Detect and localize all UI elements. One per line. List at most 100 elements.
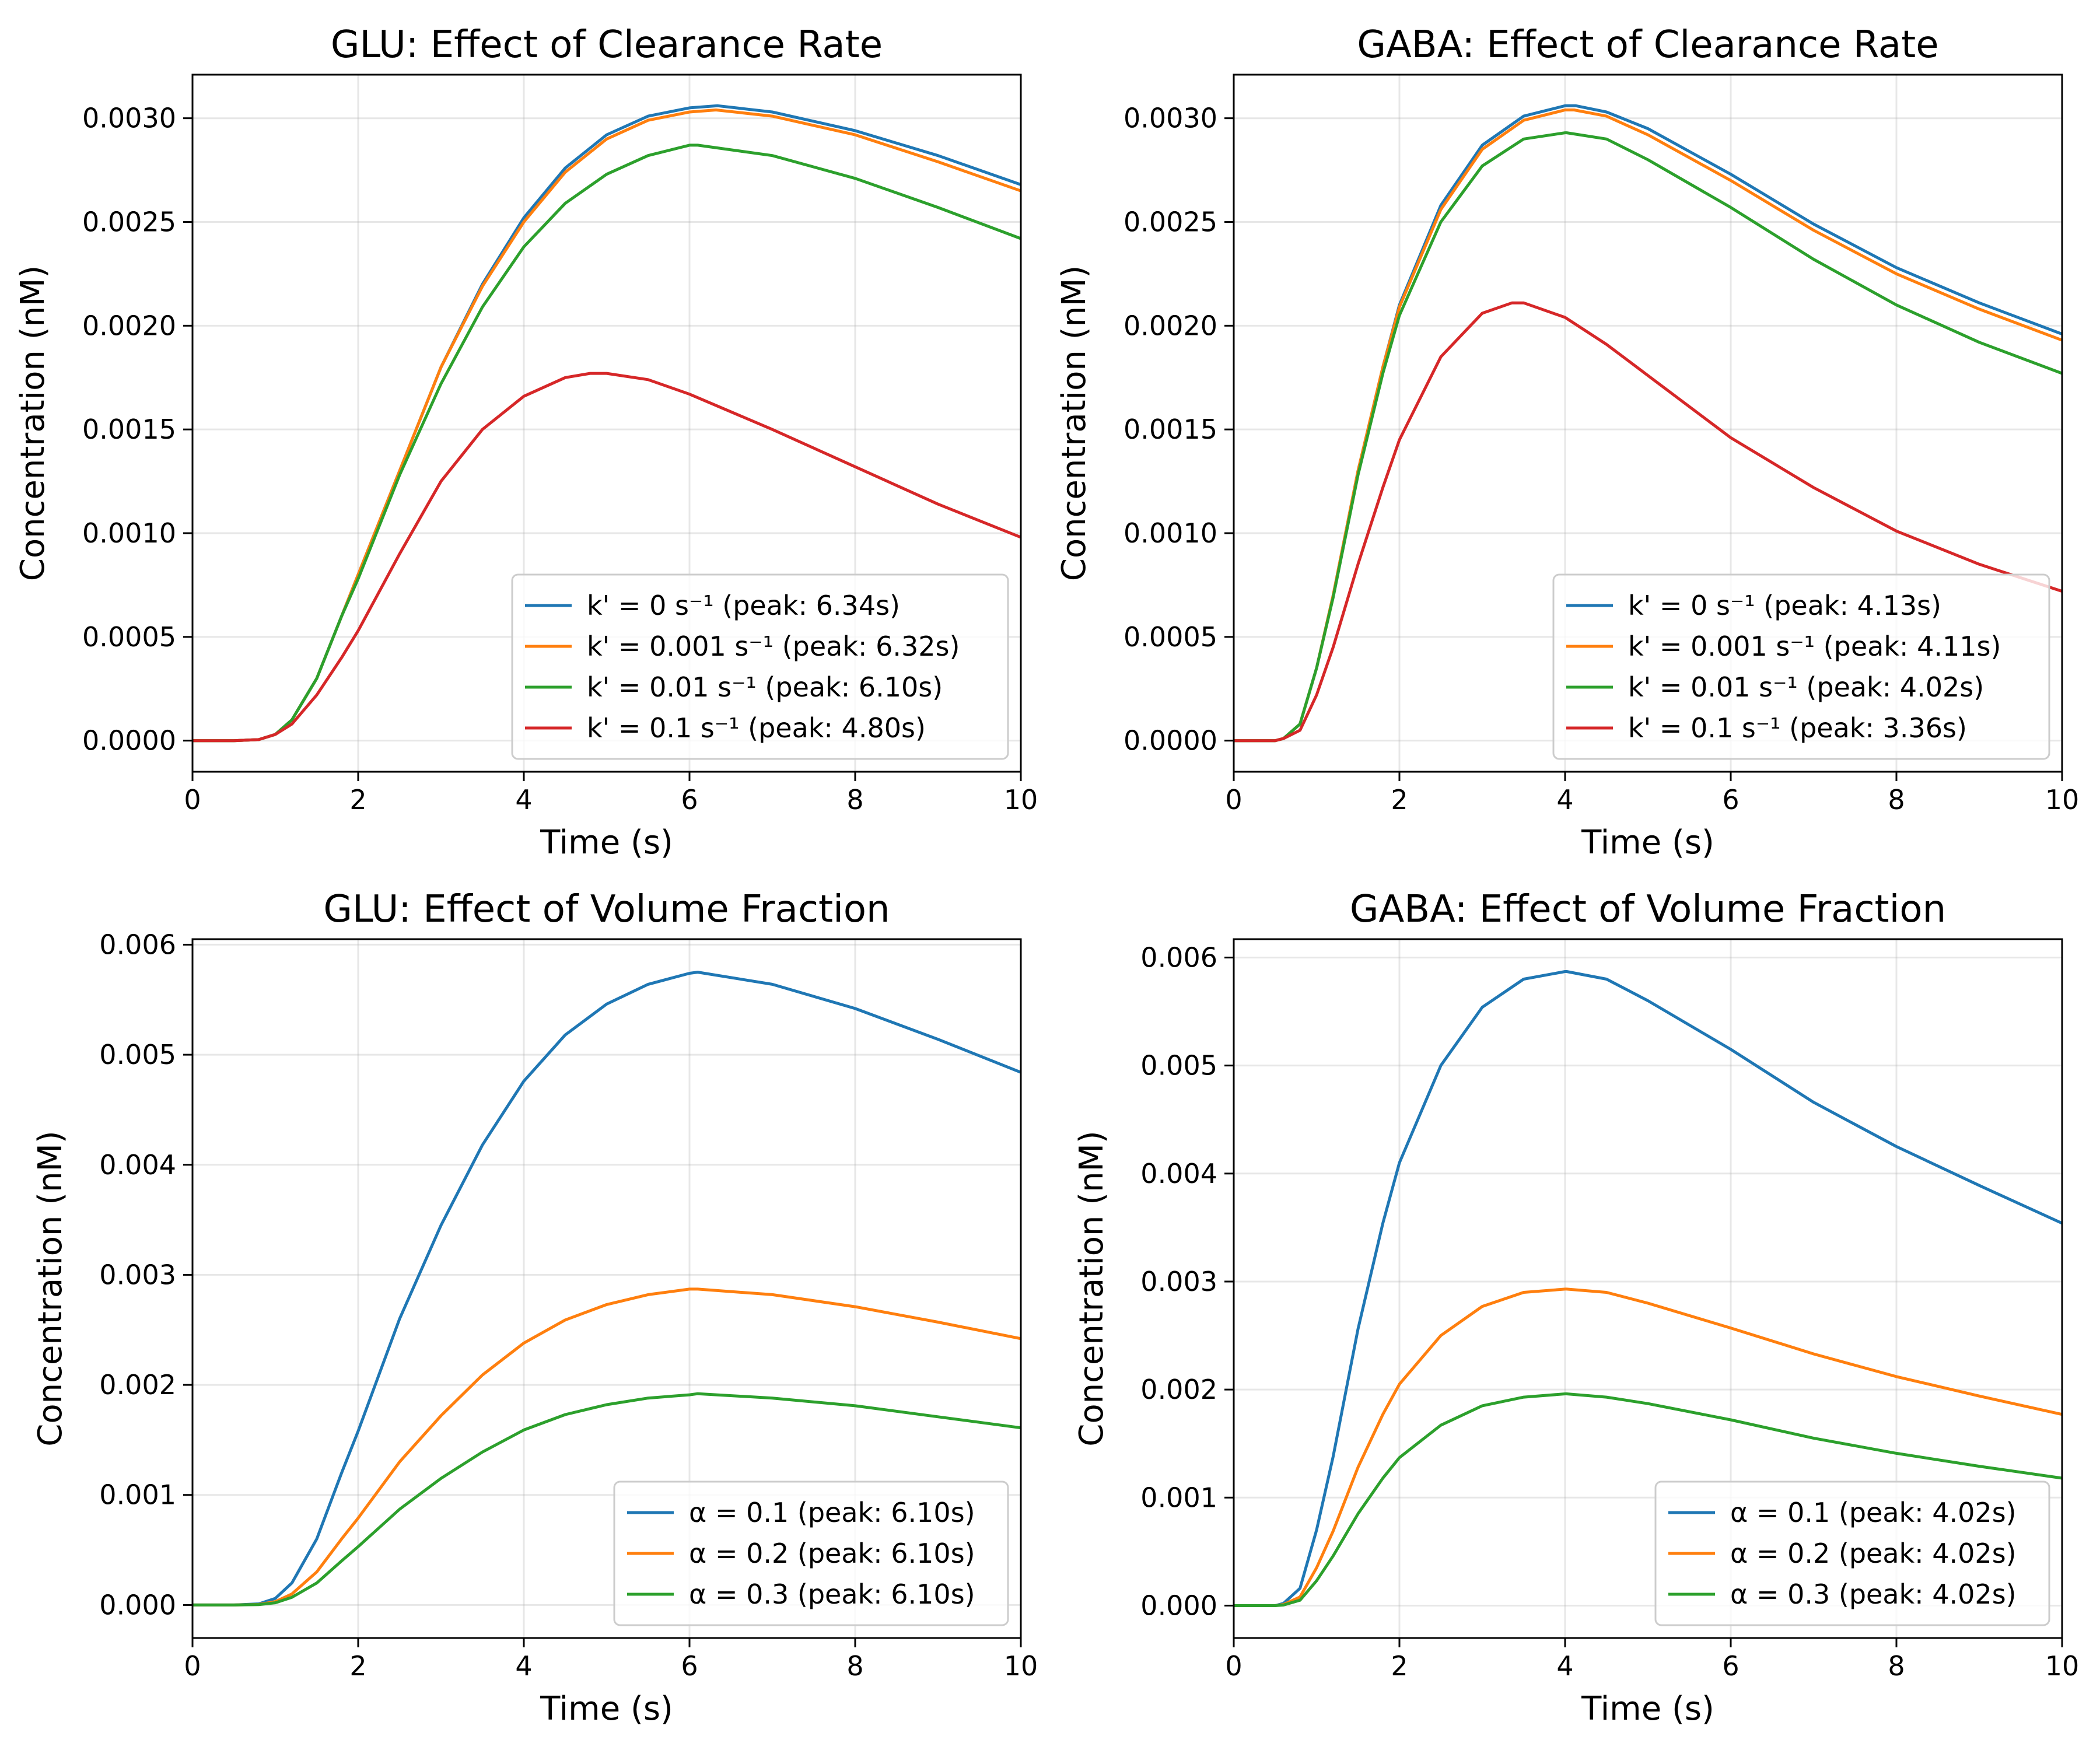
legend: α = 0.1 (peak: 6.10s) α = 0.2 (peak: 6.10… <box>613 1480 1009 1626</box>
x-tick-label: 10 <box>1004 1650 1038 1682</box>
legend-entry: α = 0.2 (peak: 4.02s) <box>1730 1538 2017 1569</box>
legend-entry: α = 0.3 (peak: 6.10s) <box>689 1578 975 1610</box>
x-tick-label: 2 <box>349 784 366 816</box>
x-tick-label: 6 <box>681 784 698 816</box>
x-tick-label: 10 <box>1004 784 1038 816</box>
y-tick-label: 0.0000 <box>82 725 176 757</box>
series-line-2 <box>1234 131 2063 743</box>
y-tick-label: 0.0010 <box>1124 517 1217 549</box>
x-tick-label: 4 <box>1556 1650 1573 1682</box>
y-tick-label: 0.0015 <box>82 414 176 445</box>
legend-entry: k' = 0.1 s⁻¹ (peak: 4.80s) <box>587 712 926 744</box>
series-line-2 <box>1234 1392 2063 1607</box>
panel-gaba-volume-fraction: 0 2 4 6 8 10 0.000 0.001 0.002 0.003 0.004 0.005 0.0… <box>1073 888 2079 1728</box>
series-line-0 <box>192 971 1021 1606</box>
y-axis-label: Concentration (nM) <box>1055 265 1093 581</box>
legend: k' = 0 s⁻¹ (peak: 4.13s) k' = 0.001 s⁻¹ (… <box>1552 573 2050 760</box>
x-tick-label: 8 <box>1888 784 1905 816</box>
y-tick-label: 0.001 <box>99 1479 176 1511</box>
series-line-3 <box>1234 301 2063 743</box>
legend-entry: α = 0.1 (peak: 6.10s) <box>689 1497 975 1528</box>
plot-frame <box>191 938 1022 1639</box>
y-tick-label: 0.006 <box>99 929 176 960</box>
x-tick-label: 8 <box>1888 1650 1905 1682</box>
x-tick-label: 4 <box>1556 784 1573 816</box>
legend-entry: k' = 0.01 s⁻¹ (peak: 6.10s) <box>587 671 943 703</box>
y-tick-label: 0.005 <box>1140 1050 1217 1082</box>
x-tick-label: 0 <box>1225 784 1242 816</box>
y-tick-label: 0.000 <box>99 1589 176 1620</box>
x-tick-label: 4 <box>515 1650 532 1682</box>
y-tick-label: 0.006 <box>1140 942 1217 973</box>
y-tick-label: 0.0005 <box>1124 621 1217 653</box>
legend-entry: α = 0.3 (peak: 4.02s) <box>1730 1578 2017 1610</box>
x-tick-label: 6 <box>1722 784 1739 816</box>
legend-entry: k' = 0.001 s⁻¹ (peak: 4.11s) <box>1628 631 2001 662</box>
series-line-1 <box>192 1287 1021 1606</box>
panel-glu-clearance: 0 2 4 6 8 10 0.0000 0.0005 0.0010 0.0015 0.0020 0.0… <box>14 23 1038 862</box>
chart-title: GABA: Effect of Clearance Rate <box>1357 23 1938 66</box>
legend-box <box>511 573 1009 760</box>
panel-glu-volume-fraction: 0 2 4 6 8 10 0.000 0.001 0.002 0.003 0.004 0.005 0.0… <box>32 888 1038 1728</box>
plot-frame <box>1233 938 2063 1639</box>
plot-frame <box>1233 74 2063 773</box>
series-line-2 <box>192 1392 1021 1606</box>
y-tick-label: 0.0030 <box>82 103 176 134</box>
chart-title: GLU: Effect of Clearance Rate <box>331 23 883 66</box>
x-tick-label: 6 <box>1722 1650 1739 1682</box>
y-axis-label: Concentration (nM) <box>1073 1130 1111 1446</box>
legend-entry: k' = 0.1 s⁻¹ (peak: 3.36s) <box>1628 712 1967 744</box>
x-tick-label: 0 <box>184 1650 201 1682</box>
y-tick-label: 0.004 <box>1140 1158 1217 1189</box>
x-axis-label: Time (s) <box>1581 824 1714 862</box>
x-tick-label: 0 <box>1225 1650 1242 1682</box>
y-tick-label: 0.005 <box>99 1039 176 1070</box>
y-tick-label: 0.0005 <box>82 621 176 653</box>
x-tick-label: 4 <box>515 784 532 816</box>
y-tick-label: 0.0025 <box>1124 206 1217 238</box>
plot-frame <box>191 74 1022 773</box>
y-tick-label: 0.0000 <box>1124 725 1217 757</box>
series-line-1 <box>1234 1287 2063 1607</box>
y-tick-label: 0.004 <box>99 1149 176 1181</box>
y-tick-label: 0.0030 <box>1124 103 1217 134</box>
y-tick-label: 0.002 <box>1140 1374 1217 1405</box>
legend-entry: k' = 0 s⁻¹ (peak: 6.34s) <box>587 590 900 621</box>
chart-title: GLU: Effect of Volume Fraction <box>323 888 890 931</box>
x-tick-label: 8 <box>846 1650 863 1682</box>
x-tick-label: 6 <box>681 1650 698 1682</box>
y-tick-label: 0.002 <box>99 1369 176 1401</box>
legend-entry: α = 0.1 (peak: 4.02s) <box>1730 1497 2017 1528</box>
y-tick-label: 0.0015 <box>1124 414 1217 445</box>
x-tick-label: 10 <box>2045 1650 2080 1682</box>
panel-gaba-clearance: 0 2 4 6 8 10 0.0000 0.0005 0.0010 0.0015 0.0020 0.0… <box>1055 23 2079 862</box>
x-tick-label: 10 <box>2045 784 2080 816</box>
x-tick-label: 2 <box>349 1650 366 1682</box>
y-tick-label: 0.001 <box>1140 1482 1217 1513</box>
legend-entry: k' = 0.01 s⁻¹ (peak: 4.02s) <box>1628 671 1984 703</box>
legend-box <box>613 1480 1009 1626</box>
legend-entry: α = 0.2 (peak: 6.10s) <box>689 1538 975 1569</box>
y-axis-label: Concentration (nM) <box>14 265 52 581</box>
series-line-0 <box>1234 970 2063 1607</box>
y-tick-label: 0.003 <box>1140 1266 1217 1297</box>
chart-title: GABA: Effect of Volume Fraction <box>1350 888 1946 931</box>
y-axis-label: Concentration (nM) <box>32 1130 69 1446</box>
x-axis-label: Time (s) <box>540 1690 673 1728</box>
y-tick-label: 0.0025 <box>82 206 176 238</box>
legend-entry: k' = 0 s⁻¹ (peak: 4.13s) <box>1628 590 1941 621</box>
y-tick-label: 0.0010 <box>82 517 176 549</box>
x-tick-label: 2 <box>1391 1650 1408 1682</box>
x-tick-label: 2 <box>1391 784 1408 816</box>
y-tick-label: 0.000 <box>1140 1590 1217 1621</box>
legend-box <box>1654 1480 2050 1626</box>
x-tick-label: 8 <box>846 784 863 816</box>
y-tick-label: 0.0020 <box>1124 310 1217 341</box>
legend: α = 0.1 (peak: 4.02s) α = 0.2 (peak: 4.02… <box>1654 1480 2050 1626</box>
y-tick-label: 0.003 <box>99 1259 176 1290</box>
series-line-3 <box>192 372 1021 743</box>
legend: k' = 0 s⁻¹ (peak: 6.34s) k' = 0.001 s⁻¹ (… <box>511 573 1009 760</box>
x-tick-label: 0 <box>184 784 201 816</box>
legend-box <box>1552 573 2050 760</box>
